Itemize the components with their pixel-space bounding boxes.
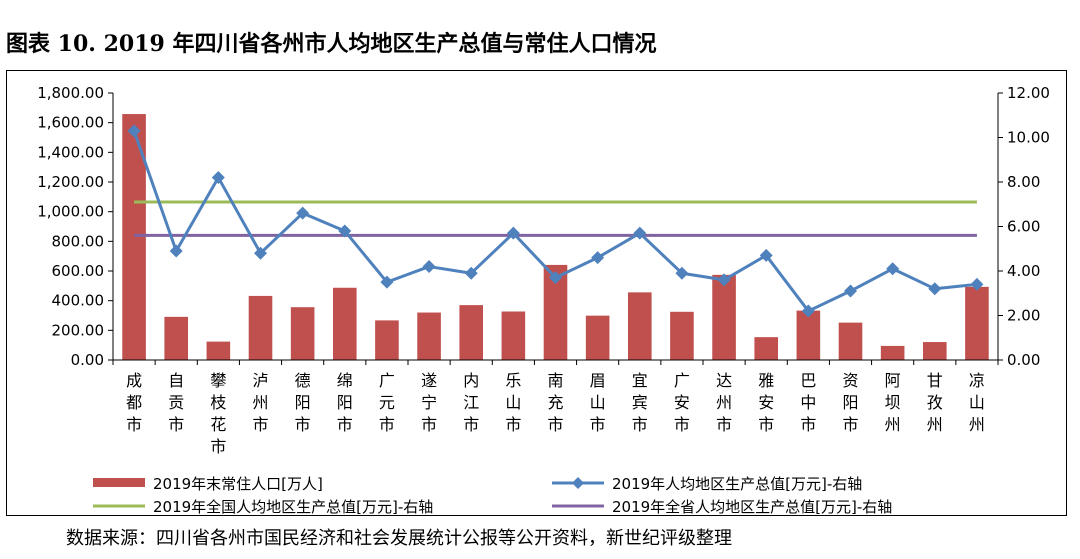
per-capita-gdp-point xyxy=(801,304,815,318)
left-tick-label: 1,600.00 xyxy=(37,114,104,132)
category-label: 自贡市 xyxy=(168,371,184,434)
per-capita-gdp-point xyxy=(549,271,562,285)
left-tick-label: 1,400.00 xyxy=(37,143,104,161)
per-capita-gdp-point xyxy=(127,124,141,138)
category-label: 甘孜州 xyxy=(927,371,943,434)
population-bar xyxy=(754,337,779,360)
category-label: 广安市 xyxy=(674,371,690,434)
legend-label: 2019年全国人均地区生产总值[万元]-右轴 xyxy=(153,498,433,515)
category-label: 宜宾市 xyxy=(632,371,648,434)
left-tick-label: 400.00 xyxy=(52,292,105,310)
left-tick-label: 1,200.00 xyxy=(37,173,104,191)
legend-marker xyxy=(572,477,584,489)
population-bar xyxy=(375,320,399,360)
category-label: 资阳市 xyxy=(842,371,858,434)
per-capita-gdp-point xyxy=(886,262,900,276)
left-tick-label: 800.00 xyxy=(52,232,105,250)
right-tick-label: 6.00 xyxy=(1007,218,1040,236)
population-bar xyxy=(880,345,905,360)
per-capita-gdp-point xyxy=(506,226,520,240)
per-capita-gdp-point xyxy=(211,171,225,185)
population-bar xyxy=(501,311,526,360)
per-capita-gdp-point xyxy=(970,277,984,291)
per-capita-gdp-point xyxy=(338,224,352,238)
left-tick-label: 1,000.00 xyxy=(37,203,104,221)
left-tick-label: 1,800.00 xyxy=(37,84,104,102)
per-capita-gdp-point xyxy=(254,246,267,260)
category-label: 攀枝花市 xyxy=(210,371,226,456)
category-label: 成都市 xyxy=(126,371,142,434)
population-bar xyxy=(585,315,610,360)
population-bar xyxy=(206,341,231,360)
category-label: 德阳市 xyxy=(295,371,311,434)
category-label: 内江市 xyxy=(463,371,479,434)
per-capita-gdp-point xyxy=(380,275,394,289)
population-bar xyxy=(712,274,736,360)
legend-bar-swatch xyxy=(93,478,145,487)
left-tick-label: 0.00 xyxy=(71,351,104,369)
per-capita-gdp-point xyxy=(928,282,942,296)
population-bar xyxy=(417,312,441,360)
per-capita-gdp-point xyxy=(717,273,731,287)
chart-frame: 0.00 200.00 400.00 600.00 800.00 1,000.00 1,20… xyxy=(6,70,1067,516)
per-capita-gdp-point xyxy=(296,206,310,220)
population-bar xyxy=(332,287,357,360)
population-bar xyxy=(670,311,694,360)
per-capita-gdp-point xyxy=(675,266,689,280)
right-tick-label: 2.00 xyxy=(1007,307,1040,325)
per-capita-gdp-point xyxy=(422,260,436,274)
per-capita-gdp-point xyxy=(169,244,183,258)
population-bar xyxy=(922,342,947,360)
population-bar xyxy=(290,307,315,360)
category-label: 遂宁市 xyxy=(421,371,437,434)
population-bar xyxy=(838,322,863,360)
legend: 2019年末常住人口[万人] 2019年人均地区生产总值[万元]-右轴 2019年全… xyxy=(93,475,892,515)
category-label: 泸州市 xyxy=(252,371,268,434)
right-tick-label: 8.00 xyxy=(1007,173,1040,191)
per-capita-gdp-point xyxy=(464,266,478,280)
right-tick-label: 4.00 xyxy=(1007,262,1040,280)
category-label: 绵阳市 xyxy=(337,371,353,434)
chart: 0.00 200.00 400.00 600.00 800.00 1,000.00 1,20… xyxy=(37,84,1050,515)
category-label: 巴中市 xyxy=(800,371,816,434)
category-label: 阿坝州 xyxy=(885,371,901,434)
category-labels: 成都市 自贡市 攀枝花市 泸州市 德阳市 绵阳市 广元市 遂宁市 内江市 乐山市 南充市 眉山市 宜宾市… xyxy=(126,371,985,456)
per-capita-gdp-point xyxy=(759,248,773,262)
category-label: 雅安市 xyxy=(758,371,774,434)
legend-label: 2019年全省人均地区生产总值[万元]-右轴 xyxy=(612,498,892,515)
left-tick-label: 600.00 xyxy=(52,262,105,280)
population-bar xyxy=(459,305,484,360)
population-bar xyxy=(164,316,189,360)
chart-title: 图表 10. 2019 年四川省各州市人均地区生产总值与常住人口情况 xyxy=(6,31,657,57)
per-capita-gdp-point xyxy=(633,226,647,240)
category-label: 南充市 xyxy=(547,371,563,434)
legend-label: 2019年末常住人口[万人] xyxy=(153,475,323,493)
per-capita-gdp-point xyxy=(591,251,605,265)
category-label: 达州市 xyxy=(716,371,732,434)
population-bar xyxy=(122,114,146,361)
category-label: 广元市 xyxy=(379,371,395,434)
population-bar xyxy=(543,264,568,360)
category-label: 凉山州 xyxy=(969,371,985,434)
category-label: 眉山市 xyxy=(590,371,606,434)
population-bar xyxy=(627,292,652,360)
line-series xyxy=(127,124,984,318)
source-note: 数据来源：四川省各州市国民经济和社会发展统计公报等公开资料，新世纪评级整理 xyxy=(66,528,732,549)
legend-label: 2019年人均地区生产总值[万元]-右轴 xyxy=(612,475,862,493)
bar-series xyxy=(122,114,989,361)
category-label: 乐山市 xyxy=(505,371,521,434)
per-capita-gdp-point xyxy=(844,284,857,298)
axes: 0.00 200.00 400.00 600.00 800.00 1,000.00 1,20… xyxy=(37,84,1050,369)
right-tick-label: 0.00 xyxy=(1007,351,1040,369)
right-tick-label: 10.00 xyxy=(1007,129,1050,147)
right-tick-label: 12.00 xyxy=(1007,84,1050,102)
population-bar xyxy=(965,286,989,360)
left-tick-label: 200.00 xyxy=(52,321,105,339)
population-bar xyxy=(796,310,821,360)
population-bar xyxy=(248,295,273,360)
